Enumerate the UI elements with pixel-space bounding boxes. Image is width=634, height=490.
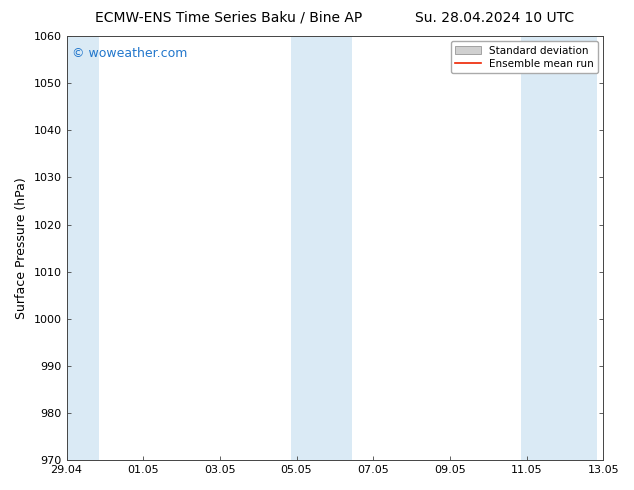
Bar [521, 36, 548, 460]
Bar [318, 36, 352, 460]
Bar [291, 36, 318, 460]
Y-axis label: Surface Pressure (hPa): Surface Pressure (hPa) [15, 177, 28, 319]
Text: Su. 28.04.2024 10 UTC: Su. 28.04.2024 10 UTC [415, 11, 574, 25]
Text: ECMW-ENS Time Series Baku / Bine AP: ECMW-ENS Time Series Baku / Bine AP [94, 11, 362, 25]
Bar [61, 36, 99, 460]
Bar [548, 36, 597, 460]
Legend: Standard deviation, Ensemble mean run: Standard deviation, Ensemble mean run [451, 41, 598, 73]
Text: © woweather.com: © woweather.com [72, 47, 187, 60]
